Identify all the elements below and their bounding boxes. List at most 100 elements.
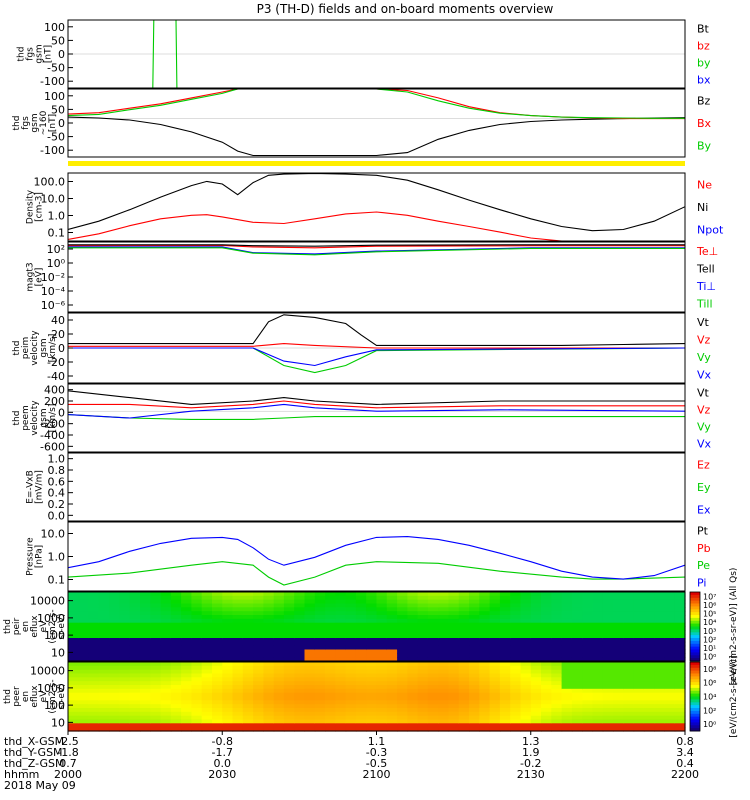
spectrogram-cell	[448, 645, 460, 651]
spectrogram-cell	[602, 688, 614, 694]
spectrogram-cell	[592, 669, 604, 675]
spectrogram-cell	[283, 727, 295, 732]
spectrogram-cell	[273, 696, 285, 701]
spectrogram-cell	[129, 634, 141, 639]
spectrogram-cell	[119, 719, 131, 724]
spectrogram-cell	[355, 630, 367, 635]
spectrogram-cell	[541, 592, 552, 597]
spectrogram-cell	[222, 607, 234, 612]
spectrogram-cell	[469, 700, 480, 705]
spectrogram-cell	[674, 603, 686, 608]
spectrogram-cell	[263, 692, 275, 698]
spectrogram-cell	[304, 715, 316, 721]
spectrogram-cell	[212, 669, 223, 675]
spectrogram-cell	[643, 630, 655, 635]
spectrogram-cell	[469, 662, 480, 667]
spectrogram-cell	[643, 595, 655, 601]
spectrogram-cell	[571, 692, 583, 698]
spectrogram-cell	[355, 634, 367, 639]
spectrogram-cell	[438, 599, 450, 605]
spectrogram-cell	[242, 622, 254, 628]
y-tick-label: 10⁻⁴	[41, 285, 66, 298]
spectrogram-cell	[448, 715, 460, 721]
y-tick-label: 10	[51, 716, 65, 729]
spectrogram-cell	[283, 592, 295, 597]
spectrogram-cell	[314, 641, 326, 647]
spectrogram-cell	[438, 700, 450, 705]
spectrogram-cell	[294, 622, 306, 628]
series-line-Pe	[68, 561, 685, 586]
spectrogram-cell	[242, 657, 254, 662]
spectrogram-cell	[571, 657, 583, 662]
spectrogram-cell	[119, 704, 131, 709]
spectrogram-cell	[170, 727, 182, 732]
spectrogram-cell	[407, 711, 419, 717]
spectrogram-cell	[602, 634, 614, 639]
spectrogram-cell	[273, 662, 285, 667]
colorbar-step	[690, 643, 700, 648]
spectrogram-cell	[212, 645, 223, 651]
spectrogram-cell	[448, 727, 460, 732]
spectrogram-cell	[109, 592, 120, 597]
spectrogram-cell	[417, 673, 429, 678]
spectrogram-cell	[582, 662, 594, 667]
spectrogram-cell	[448, 669, 460, 675]
spectrogram-cell	[623, 708, 635, 713]
spectrogram-cell	[643, 615, 655, 620]
spectrogram-cell	[129, 611, 141, 616]
spectrogram-cell	[386, 603, 398, 608]
spectrogram-cell	[397, 641, 408, 647]
spectrogram-cell	[191, 685, 203, 690]
spectrogram-cell	[386, 685, 398, 690]
spectrogram-cell	[294, 688, 306, 694]
spectrogram-cell	[283, 618, 295, 624]
colorbar-step	[690, 693, 700, 697]
spectrogram-cell	[98, 622, 110, 628]
spectrogram-cell	[191, 696, 203, 701]
spectrogram-cell	[366, 626, 378, 631]
spectrogram-cell	[109, 665, 120, 671]
spectrogram-cell	[469, 681, 480, 686]
spectrogram-cell	[355, 645, 367, 651]
spectrogram-cell	[232, 607, 244, 612]
spectrogram-cell	[479, 626, 491, 631]
spectrogram-cell	[386, 700, 398, 705]
spectrogram-cell	[263, 599, 275, 605]
spectrogram-cell	[273, 645, 285, 651]
spectrogram-cell	[283, 622, 295, 628]
colorbar-step	[690, 699, 700, 703]
spectrogram-cell	[571, 634, 583, 639]
spectrogram-cell	[150, 657, 162, 662]
legend-entry: Ez	[697, 458, 710, 471]
spectrogram-cell	[263, 677, 275, 682]
spectrogram-cell	[654, 669, 665, 675]
spectrogram-cell	[582, 727, 594, 732]
spectrogram-cell	[458, 681, 470, 686]
spectrogram-cell	[489, 611, 501, 616]
colorbar-frame	[689, 661, 701, 732]
spectrogram-cell	[520, 599, 532, 605]
spectrogram-cell	[88, 692, 100, 698]
spectrogram-cell	[129, 696, 141, 701]
spectrogram-cell	[674, 595, 686, 601]
y-tick-label: 0	[58, 342, 65, 355]
spectrogram-cell	[119, 607, 131, 612]
spectrogram-cell	[242, 692, 254, 698]
spectrogram-cell	[541, 708, 552, 713]
spectrogram-cell	[119, 708, 131, 713]
spectrogram-cell	[407, 677, 419, 682]
spectrogram-cell	[510, 692, 522, 698]
spectrogram-cell	[212, 673, 223, 678]
spectrogram-cell	[109, 669, 120, 675]
spectrogram-cell	[119, 673, 131, 678]
spectrogram-cell	[253, 719, 264, 724]
spectrogram-cell	[448, 711, 460, 717]
spectrogram-cell	[212, 657, 223, 662]
spectrogram-cell	[582, 595, 594, 601]
spectrogram-cell	[469, 711, 480, 717]
spectrogram-cell	[561, 704, 573, 709]
series-line-Vz	[68, 343, 685, 349]
spectrogram-cell	[623, 599, 635, 605]
spectrogram-cell	[355, 641, 367, 647]
